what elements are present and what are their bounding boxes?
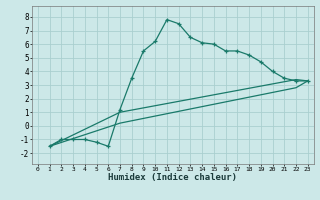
X-axis label: Humidex (Indice chaleur): Humidex (Indice chaleur) (108, 173, 237, 182)
